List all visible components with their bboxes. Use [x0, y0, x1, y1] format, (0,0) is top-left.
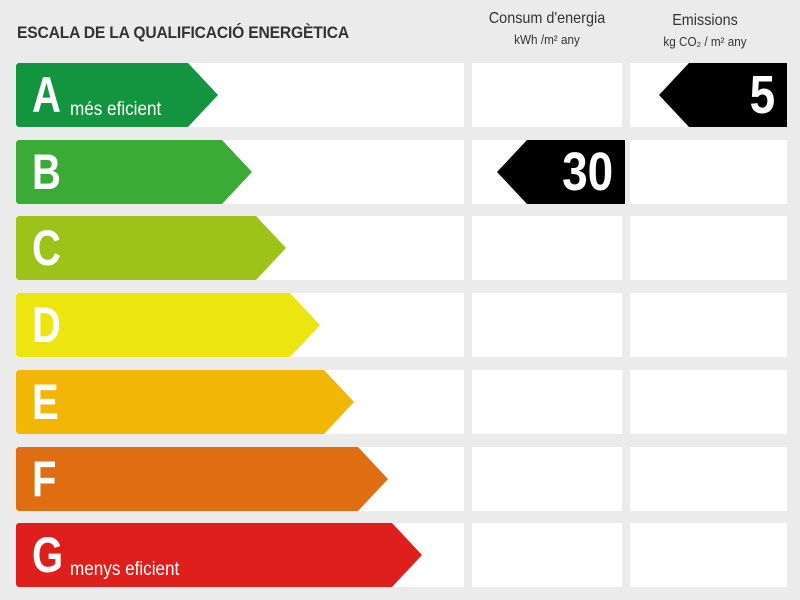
emissions-value-arrow: 5	[659, 63, 787, 127]
rating-letter: G	[32, 527, 64, 583]
consum-cell	[472, 63, 622, 127]
consum-cell	[472, 447, 622, 511]
emissions-header: Emissions kg CO₂ / m² any	[630, 12, 780, 49]
rating-letter: A	[32, 67, 61, 123]
consum-cell	[472, 293, 622, 357]
consum-unit: kWh /m² any	[514, 32, 580, 47]
rating-arrow-b: B	[16, 140, 252, 204]
page-title: ESCALA DE LA QUALIFICACIÓ ENERGÈTICA	[17, 23, 349, 42]
emissions-cell	[630, 523, 787, 587]
rating-letter: D	[32, 297, 61, 353]
consum-cell	[472, 523, 622, 587]
rating-letter: B	[32, 144, 61, 200]
emissions-cell	[630, 370, 787, 434]
consum-title: Consum d'energia	[488, 10, 606, 27]
rating-label: menys eficient	[70, 559, 180, 580]
rating-letter: C	[32, 220, 61, 276]
consum-header: Consum d'energia kWh /m² any	[472, 10, 622, 47]
emissions-cell	[630, 293, 787, 357]
emissions-title: Emissions	[672, 12, 738, 29]
rating-letter: E	[32, 374, 59, 430]
rating-letter: F	[32, 451, 57, 507]
emissions-cell	[630, 447, 787, 511]
rating-arrow-f: F	[16, 447, 388, 511]
emissions-value: 5	[749, 65, 776, 125]
consum-value: 30	[562, 142, 614, 202]
emissions-unit: kg CO₂ / m² any	[663, 34, 747, 49]
consum-value-arrow: 30	[497, 140, 625, 204]
emissions-cell	[630, 140, 787, 204]
rating-arrow-c: C	[16, 216, 286, 280]
rating-arrow-e: E	[16, 370, 354, 434]
rating-label: més eficient	[70, 99, 162, 120]
consum-cell	[472, 216, 622, 280]
consum-cell	[472, 370, 622, 434]
emissions-cell	[630, 216, 787, 280]
rating-arrow-d: D	[16, 293, 320, 357]
